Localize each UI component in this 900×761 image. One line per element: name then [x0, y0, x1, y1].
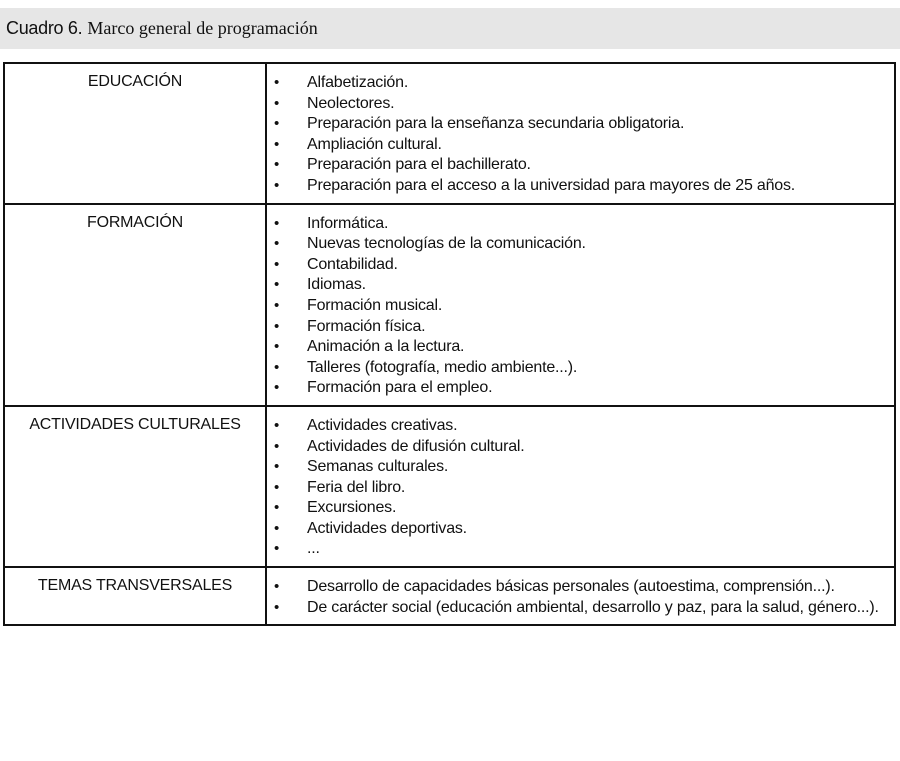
bullet-icon: •: [274, 94, 280, 112]
item-text: Nuevas tecnologías de la comunicación.: [307, 235, 586, 253]
list-item: • Actividades creativas.: [267, 416, 884, 437]
item-text: Informática.: [307, 214, 389, 232]
items-cell: • Desarrollo de capacidades básicas perso…: [265, 566, 896, 627]
item-text: Actividades de difusión cultural.: [307, 437, 525, 455]
programming-framework-table: EDUCACIÓN • Alfabetización. • Neolectores. • P…: [3, 62, 896, 627]
item-text: ...: [307, 540, 320, 558]
bullet-icon: •: [274, 276, 280, 294]
bullet-icon: •: [274, 156, 280, 174]
items-cell: • Informática. • Nuevas tecnologías de la c…: [265, 202, 896, 407]
category-cell: ACTIVIDADES CULTURALES: [3, 404, 267, 569]
table-row: EDUCACIÓN • Alfabetización. • Neolectores. • P…: [3, 62, 896, 205]
list-item: • Formación musical.: [267, 296, 884, 317]
bullet-icon: •: [274, 499, 280, 517]
items-cell: • Alfabetización. • Neolectores. • Preparació…: [265, 62, 896, 205]
item-text: De carácter social (educación ambiental,…: [307, 598, 879, 616]
item-list: • Informática. • Nuevas tecnologías de la c…: [267, 214, 884, 399]
list-item: •...: [267, 539, 884, 560]
list-item: • Contabilidad.: [267, 255, 884, 276]
item-text: Preparación para el bachillerato.: [307, 156, 531, 174]
bullet-icon: •: [274, 358, 280, 376]
item-list: • Desarrollo de capacidades básicas perso…: [267, 577, 884, 618]
caption-number: Cuadro 6: [6, 18, 78, 38]
item-list: • Alfabetización. • Neolectores. • Preparació…: [267, 73, 884, 197]
list-item: • Ampliación cultural.: [267, 135, 884, 156]
item-text: Formación musical.: [307, 296, 443, 314]
item-text: Actividades deportivas.: [307, 519, 467, 537]
item-text: Animación a la lectura.: [307, 338, 465, 356]
list-item: • Actividades deportivas.: [267, 519, 884, 540]
item-text: Formación para el empleo.: [307, 379, 493, 397]
table-row: TEMAS TRANSVERSALES • Desarrollo de capaci…: [3, 566, 896, 627]
caption-text: Marco general de programación: [87, 18, 318, 38]
item-text: Desarrollo de capacidades básicas person…: [307, 578, 835, 596]
list-item: • Desarrollo de capacidades básicas perso…: [267, 577, 884, 598]
item-text: Actividades creativas.: [307, 416, 458, 434]
list-item: • Feria del libro.: [267, 478, 884, 499]
table-caption: Cuadro 6. Marco general de programación: [0, 8, 900, 49]
list-item: • Nuevas tecnologías de la comunicación.: [267, 234, 884, 255]
item-text: Preparación para el acceso a la universi…: [307, 176, 796, 194]
bullet-icon: •: [274, 458, 280, 476]
item-text: Semanas culturales.: [307, 458, 449, 476]
bullet-icon: •: [274, 255, 280, 273]
category-cell: EDUCACIÓN: [3, 62, 267, 205]
bullet-icon: •: [274, 416, 280, 434]
bullet-icon: •: [274, 338, 280, 356]
list-item: • Neolectores.: [267, 94, 884, 115]
table-row: ACTIVIDADES CULTURALES • Actividades creat…: [3, 404, 896, 569]
item-text: Idiomas.: [307, 276, 366, 294]
list-item: • Talleres (fotografía, medio ambiente...…: [267, 358, 884, 379]
bullet-icon: •: [274, 135, 280, 153]
item-text: Excursiones.: [307, 499, 397, 517]
bullet-icon: •: [274, 598, 280, 616]
list-item: • De carácter social (educación ambiental…: [267, 598, 884, 619]
bullet-icon: •: [274, 214, 280, 232]
list-item: • Semanas culturales.: [267, 457, 884, 478]
bullet-icon: •: [274, 578, 280, 596]
bullet-icon: •: [274, 478, 280, 496]
item-text: Talleres (fotografía, medio ambiente...)…: [307, 358, 578, 376]
bullet-icon: •: [274, 540, 280, 558]
item-text: Neolectores.: [307, 94, 395, 112]
bullet-icon: •: [274, 317, 280, 335]
bullet-icon: •: [274, 296, 280, 314]
bullet-icon: •: [274, 176, 280, 194]
bullet-icon: •: [274, 115, 280, 133]
list-item: • Formación física.: [267, 317, 884, 338]
item-text: Preparación para la enseñanza secundaria…: [307, 115, 685, 133]
bullet-icon: •: [274, 235, 280, 253]
list-item: • Animación a la lectura.: [267, 337, 884, 358]
list-item: • Preparación para el bachillerato.: [267, 155, 884, 176]
list-item: • Formación para el empleo.: [267, 378, 884, 399]
list-item: • Actividades de difusión cultural.: [267, 437, 884, 458]
bullet-icon: •: [274, 74, 280, 91]
bullet-icon: •: [274, 437, 280, 455]
list-item: • Preparación para el acceso a la univers…: [267, 176, 884, 197]
item-text: Ampliación cultural.: [307, 135, 442, 153]
bullet-icon: •: [274, 519, 280, 537]
category-cell: FORMACIÓN: [3, 202, 267, 407]
list-item: • Alfabetización.: [267, 73, 884, 94]
list-item: • Informática.: [267, 214, 884, 235]
item-text: Formación física.: [307, 317, 426, 335]
item-text: Feria del libro.: [307, 478, 406, 496]
table-row: FORMACIÓN • Informática. • Nuevas tecnología…: [3, 202, 896, 407]
item-text: Alfabetización.: [307, 74, 409, 91]
bullet-icon: •: [274, 379, 280, 397]
list-item: • Excursiones.: [267, 498, 884, 519]
list-item: • Preparación para la enseñanza secundari…: [267, 114, 884, 135]
item-text: Contabilidad.: [307, 255, 398, 273]
caption-label: Cuadro 6.: [6, 18, 83, 38]
items-cell: • Actividades creativas. • Actividades de d…: [265, 404, 896, 569]
category-cell: TEMAS TRANSVERSALES: [3, 566, 267, 627]
item-list: • Actividades creativas. • Actividades de d…: [267, 416, 884, 560]
list-item: • Idiomas.: [267, 275, 884, 296]
